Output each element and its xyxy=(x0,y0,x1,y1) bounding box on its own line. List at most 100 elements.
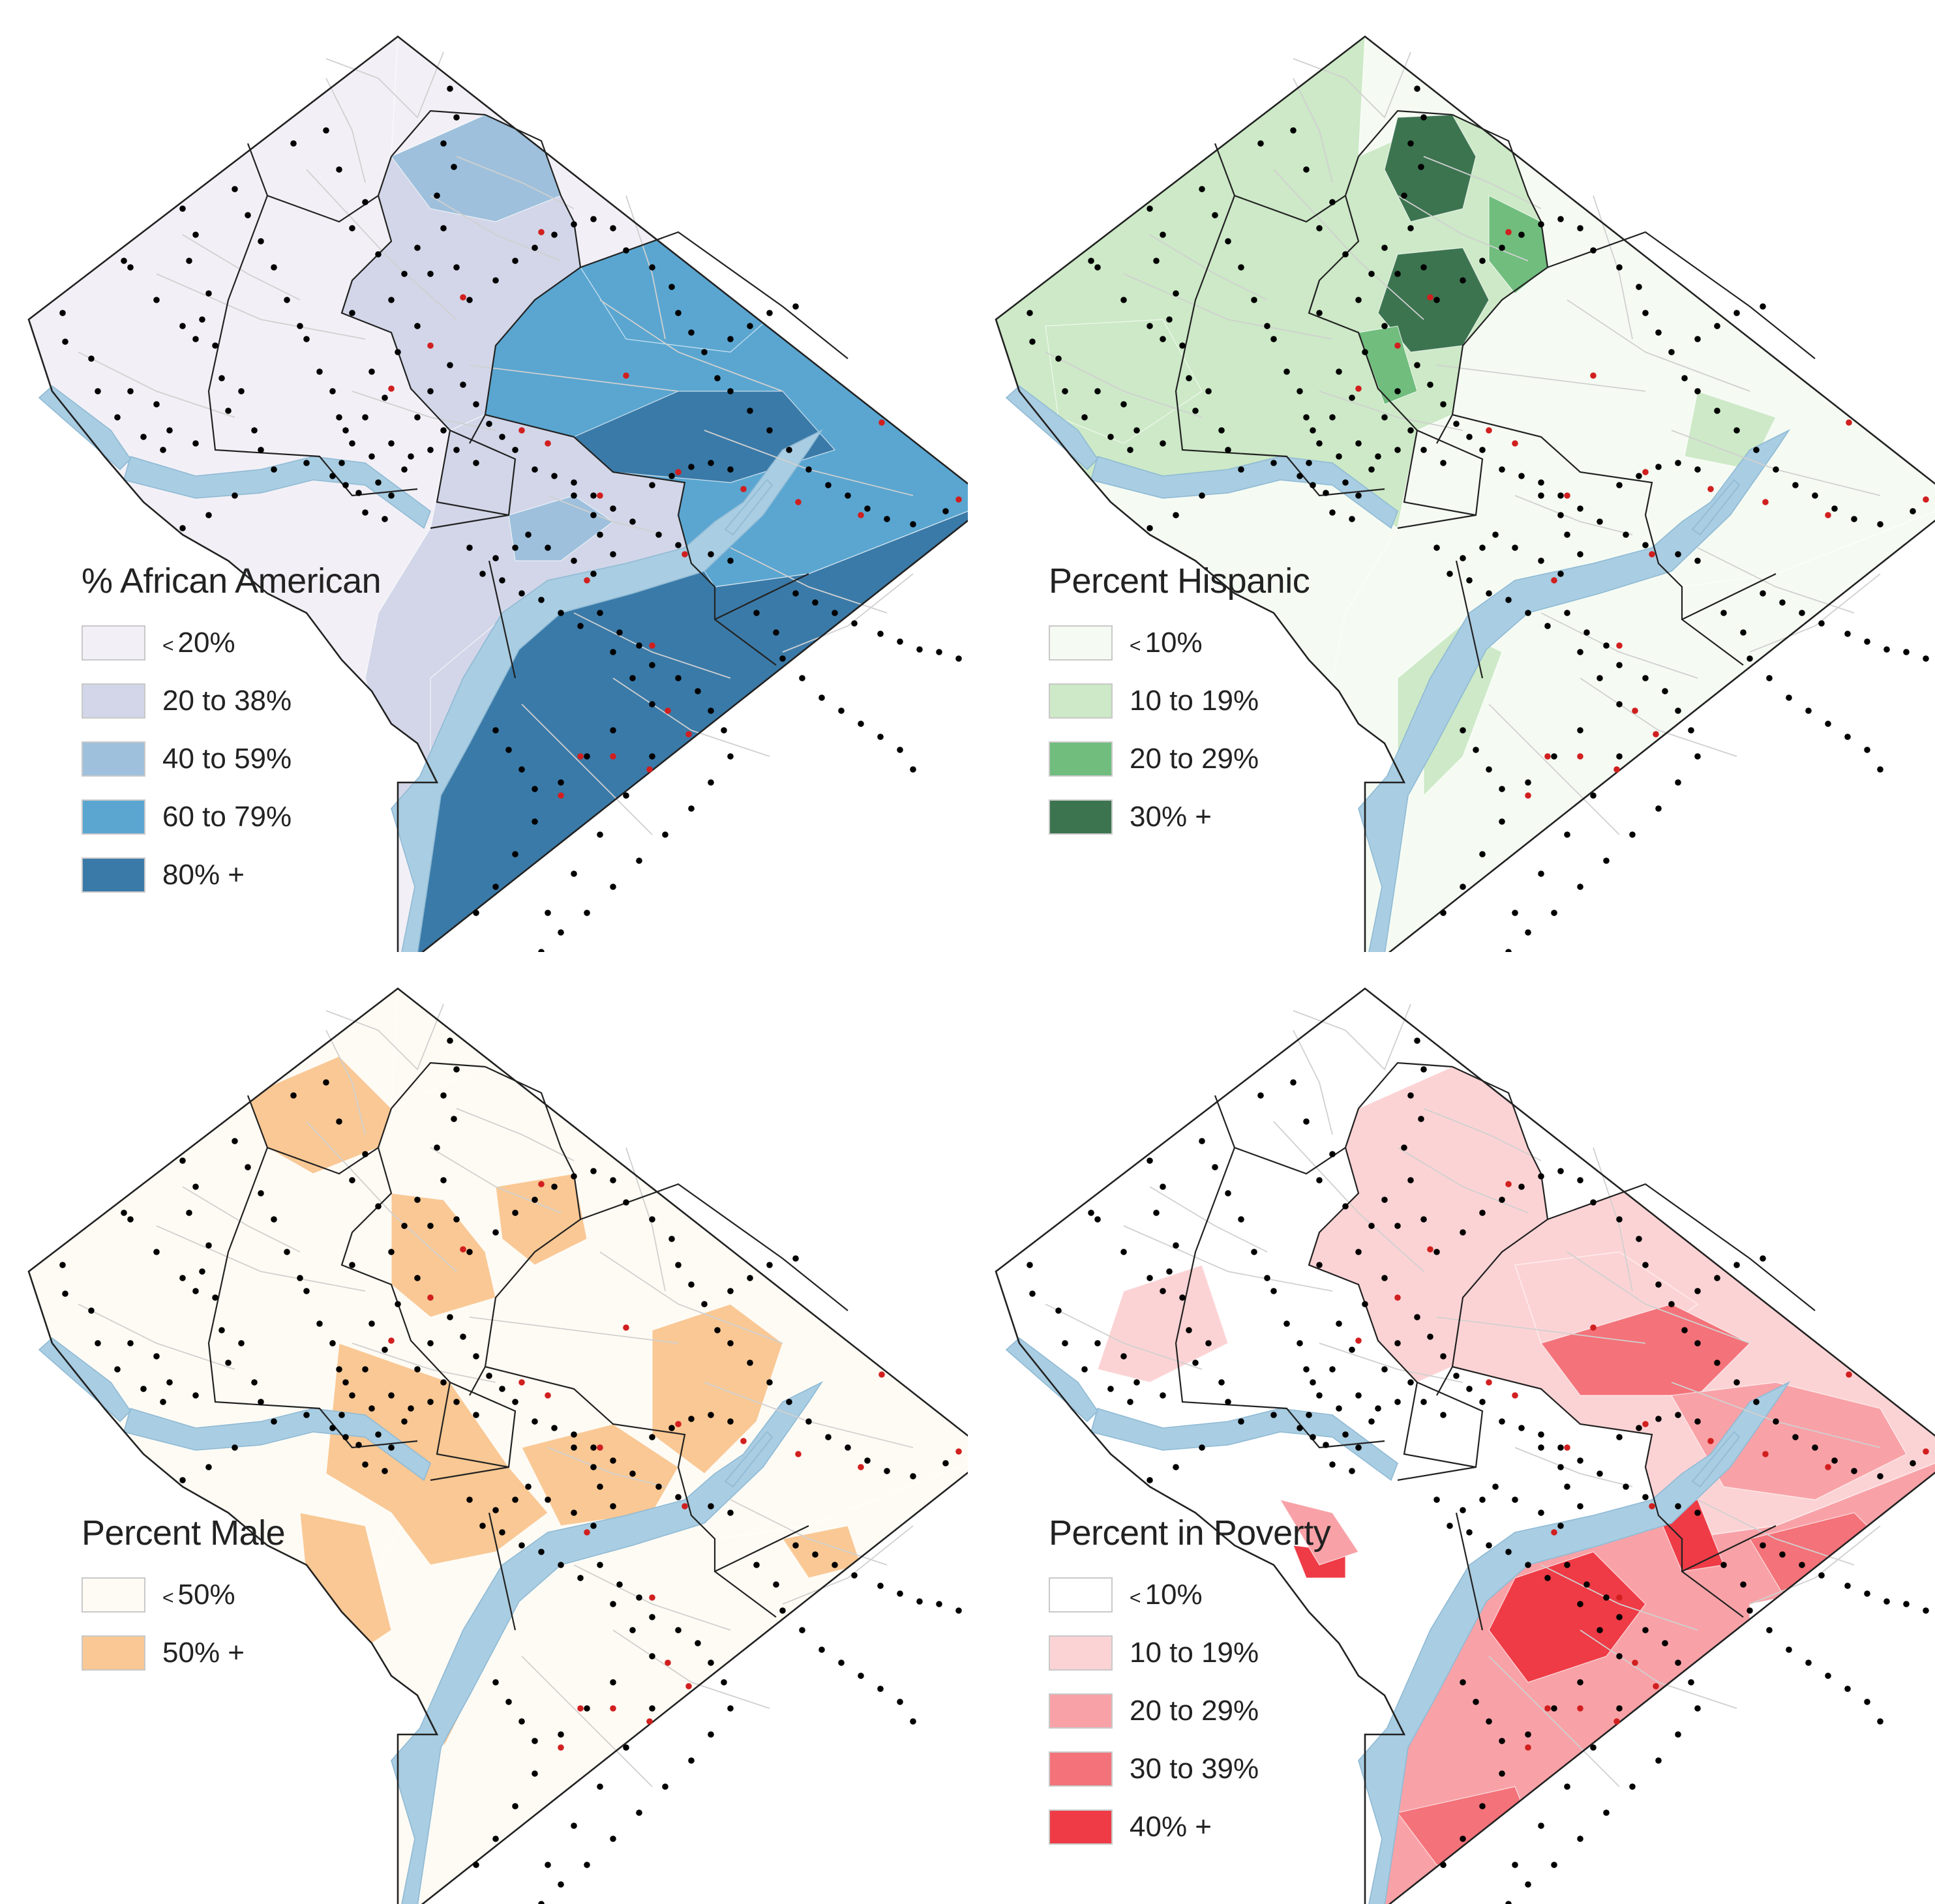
location-dot xyxy=(1160,1183,1166,1190)
location-dot-red xyxy=(665,707,671,714)
location-dot xyxy=(1355,1249,1362,1255)
location-dot xyxy=(747,408,753,414)
location-dot xyxy=(538,597,545,603)
location-dot xyxy=(1081,1366,1088,1373)
location-dot xyxy=(1199,186,1205,192)
location-dot xyxy=(1336,1320,1342,1327)
legend-label: <20% xyxy=(162,627,235,659)
street xyxy=(325,1004,444,1071)
location-dot xyxy=(316,368,323,375)
location-dot-red xyxy=(577,1705,584,1712)
location-dot xyxy=(1590,792,1597,799)
legend: Percent Male <50% 50% + xyxy=(82,1513,286,1686)
location-dot xyxy=(1447,1523,1453,1529)
location-dot xyxy=(1694,558,1701,564)
location-dot xyxy=(473,1412,479,1418)
legend-item: 80% + xyxy=(82,850,381,900)
location-dot-red xyxy=(388,385,395,392)
location-dot-red xyxy=(1707,1438,1714,1444)
location-dot xyxy=(1407,140,1414,147)
location-dot xyxy=(440,1379,447,1386)
location-dot xyxy=(1616,701,1623,707)
location-dot-red xyxy=(955,1448,962,1455)
location-dot xyxy=(1597,518,1603,525)
location-dot xyxy=(916,1598,923,1605)
location-dot xyxy=(1512,1496,1518,1503)
location-dot xyxy=(342,1434,349,1440)
street xyxy=(573,1564,731,1631)
location-dot xyxy=(825,1434,832,1440)
location-dot xyxy=(675,1494,682,1500)
location-dot xyxy=(1349,1346,1355,1353)
location-dot xyxy=(623,1744,629,1751)
river xyxy=(391,428,824,952)
location-dot xyxy=(1499,1738,1505,1744)
location-dot xyxy=(258,1399,264,1405)
location-dot-red xyxy=(1632,707,1638,714)
location-dot xyxy=(1323,490,1329,496)
ward-boundary xyxy=(1547,1183,1816,1311)
location-dot xyxy=(688,805,695,812)
location-dot xyxy=(121,1210,127,1216)
location-dot xyxy=(1597,675,1603,681)
location-dot xyxy=(1420,1216,1427,1223)
location-dot-red xyxy=(518,1379,525,1386)
location-dot xyxy=(127,1216,134,1223)
location-dot xyxy=(1160,440,1166,447)
tract-region xyxy=(1671,1382,1907,1500)
location-dot-red xyxy=(1486,427,1492,434)
location-dot xyxy=(1120,297,1127,303)
location-dot xyxy=(1199,492,1205,499)
legend-swatch xyxy=(82,625,145,661)
location-dot-red xyxy=(646,766,653,773)
location-dot xyxy=(1577,1503,1583,1510)
location-dot-red xyxy=(623,1324,629,1331)
location-points xyxy=(1027,1037,1929,1904)
river xyxy=(1691,1431,1741,1488)
location-dot xyxy=(1192,1360,1199,1366)
location-dot xyxy=(1316,440,1323,447)
location-dot xyxy=(1844,734,1851,740)
location-dot xyxy=(571,492,577,499)
location-dot xyxy=(662,1783,668,1790)
location-dot xyxy=(88,1307,95,1314)
location-dot xyxy=(1694,1288,1701,1294)
location-dot xyxy=(897,1590,903,1597)
location-dot xyxy=(284,297,290,303)
location-dot xyxy=(610,225,616,231)
location-dot xyxy=(1088,1210,1094,1216)
location-dot xyxy=(1466,577,1473,584)
location-dot xyxy=(1433,544,1440,551)
location-dot xyxy=(512,544,518,551)
location-dot xyxy=(1720,610,1727,616)
location-dot xyxy=(1805,707,1812,714)
location-dot-red xyxy=(623,372,629,379)
location-dot xyxy=(355,490,362,496)
location-dot xyxy=(864,505,871,512)
location-dot xyxy=(1466,434,1473,440)
location-dot xyxy=(1694,336,1701,342)
location-dot xyxy=(290,1092,297,1099)
location-dot xyxy=(1107,1386,1114,1392)
street xyxy=(156,1225,366,1292)
location-dot xyxy=(558,1731,564,1738)
street xyxy=(1436,1316,1646,1344)
location-dot xyxy=(1479,447,1486,453)
location-dot xyxy=(1733,1262,1740,1268)
location-dot xyxy=(1525,1562,1531,1568)
location-dot-red xyxy=(1505,1181,1512,1187)
location-dot xyxy=(427,1340,434,1346)
location-dot xyxy=(1407,1177,1414,1183)
legend-item: <50% xyxy=(82,1570,285,1620)
location-dot xyxy=(1394,271,1401,277)
location-dot xyxy=(1864,1590,1870,1597)
location-dot xyxy=(492,555,499,561)
location-dot xyxy=(708,1659,714,1666)
location-dot xyxy=(1864,747,1870,753)
location-dot xyxy=(623,1199,629,1206)
location-dot xyxy=(1557,1168,1564,1174)
location-dot xyxy=(727,1705,734,1712)
location-dot xyxy=(1173,290,1179,297)
location-dot-red xyxy=(675,1421,682,1427)
location-dot xyxy=(1186,375,1192,381)
